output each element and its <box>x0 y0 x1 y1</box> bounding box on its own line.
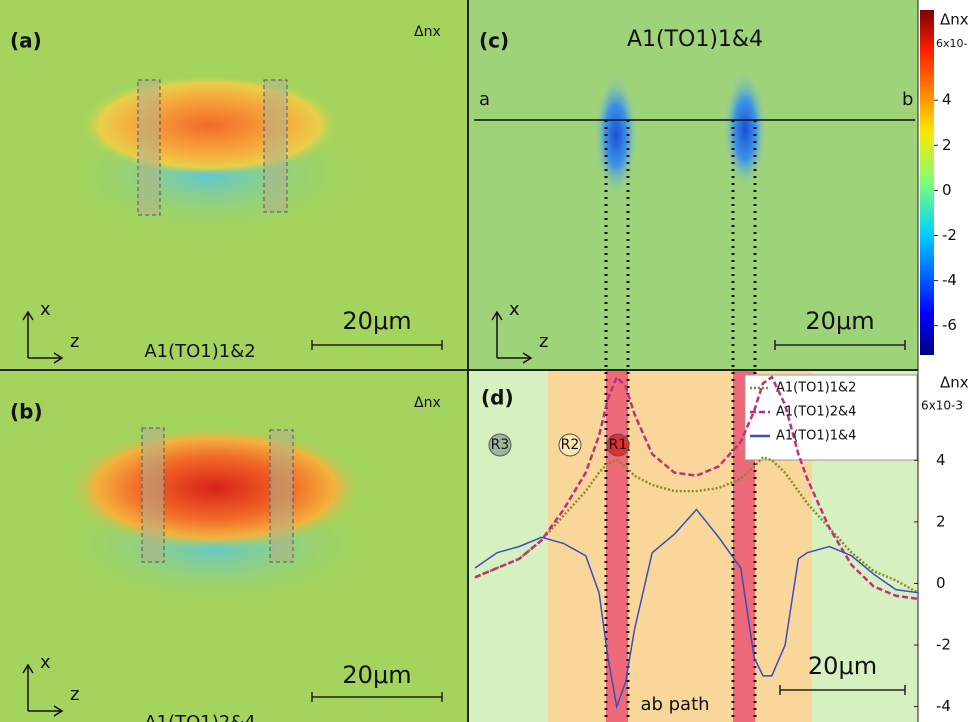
panel-c-bg <box>469 0 918 369</box>
stripe-box <box>263 79 288 213</box>
multiplier-label: 6x10-3 <box>921 399 963 413</box>
region-label: R2 <box>561 437 580 453</box>
legend-label: A1(TO1)1&2 <box>776 381 856 396</box>
axis-label: x <box>40 299 51 320</box>
region-marker <box>606 433 630 457</box>
blob <box>65 426 365 550</box>
colorbar-quantity: Δnx <box>940 11 969 29</box>
scale-bar <box>311 692 443 702</box>
scale-bar <box>779 685 906 695</box>
panel-caption: A1(TO1)1&2 <box>144 341 255 362</box>
y-tick-label: 0 <box>936 574 946 592</box>
y-tick-label: -4 <box>936 697 951 715</box>
region-label: R3 <box>491 437 510 453</box>
region-marker <box>488 433 512 457</box>
axes-icon <box>491 310 533 364</box>
path-end: b <box>902 89 913 110</box>
series-line <box>474 508 919 710</box>
axis-label: z <box>70 684 79 705</box>
scale-bar <box>774 340 906 350</box>
scale-bar <box>311 340 443 350</box>
panel-label: (c) <box>479 29 509 53</box>
series-line <box>474 374 919 601</box>
panel-title: A1(TO1)1&4 <box>627 27 763 52</box>
path-end: a <box>479 89 490 110</box>
panel-label: (b) <box>10 400 43 424</box>
legend-label: A1(TO1)1&4 <box>776 429 856 444</box>
scale-bar-label: 20μm <box>342 661 411 689</box>
series-line <box>474 455 919 594</box>
colorbar-tick-label: -4 <box>942 271 957 289</box>
axis-label: x <box>509 299 520 320</box>
region-r1 <box>606 371 628 722</box>
axis-label: z <box>70 331 79 352</box>
scale-bar-label: 20μm <box>805 307 874 335</box>
axis-label: z <box>539 331 548 352</box>
region-r3 <box>469 371 548 722</box>
panel-label: (d) <box>481 386 514 410</box>
streak <box>723 70 767 190</box>
quantity-label: Δnx <box>414 24 441 40</box>
colorbar-tick-label: -2 <box>942 226 957 244</box>
quantity-label: Δnx <box>414 395 441 411</box>
scale-bar-label: 20μm <box>808 652 877 680</box>
panel-label: (a) <box>10 29 42 53</box>
quantity-label: Δnx <box>940 374 969 392</box>
legend <box>744 374 918 461</box>
panel-caption: A1(TO1)2&4 <box>144 712 255 722</box>
y-tick-label: -2 <box>936 636 951 654</box>
region-marker <box>558 433 582 457</box>
axis-label: x <box>40 652 51 673</box>
axes-icon <box>22 310 64 364</box>
colorbar-tick-label: 4 <box>942 91 952 109</box>
streak <box>594 73 638 197</box>
colorbar-tick-label: 2 <box>942 136 952 154</box>
colorbar-tick-label: -6 <box>942 316 957 334</box>
scale-bar-label: 20μm <box>342 307 411 335</box>
x-axis-label: ab path <box>640 694 709 715</box>
stripe-box <box>137 79 161 216</box>
stripe-box <box>269 429 294 563</box>
y-tick-label: 4 <box>936 451 946 469</box>
region-label: R1 <box>609 437 628 453</box>
stripe-box <box>141 427 165 563</box>
axes-icon <box>22 663 64 717</box>
y-tick-label: 2 <box>936 512 946 530</box>
blob <box>80 75 340 175</box>
legend-label: A1(TO1)2&4 <box>776 405 856 420</box>
colorbar <box>920 10 934 355</box>
colorbar-tick-label: 0 <box>942 181 952 199</box>
colorbar-multiplier: 6x10- <box>936 37 968 50</box>
